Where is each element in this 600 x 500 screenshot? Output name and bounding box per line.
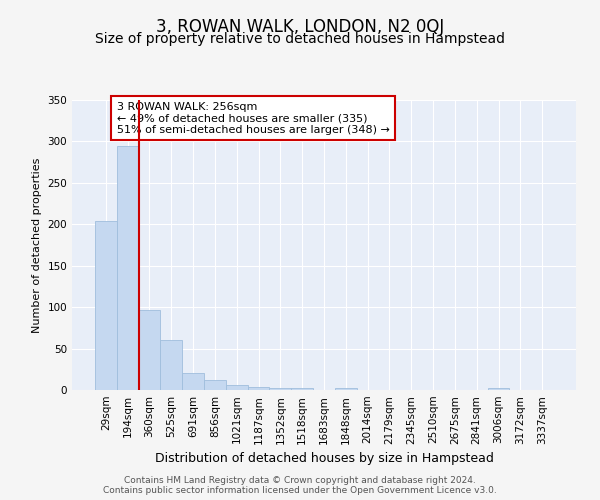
Y-axis label: Number of detached properties: Number of detached properties bbox=[32, 158, 42, 332]
Text: 3 ROWAN WALK: 256sqm
← 49% of detached houses are smaller (335)
51% of semi-deta: 3 ROWAN WALK: 256sqm ← 49% of detached h… bbox=[117, 102, 389, 135]
Text: Size of property relative to detached houses in Hampstead: Size of property relative to detached ho… bbox=[95, 32, 505, 46]
Bar bbox=[291, 388, 313, 390]
Bar bbox=[226, 385, 248, 390]
Bar bbox=[204, 380, 226, 390]
Bar bbox=[269, 388, 291, 390]
Text: Contains HM Land Registry data © Crown copyright and database right 2024.
Contai: Contains HM Land Registry data © Crown c… bbox=[103, 476, 497, 495]
Bar bbox=[117, 146, 139, 390]
Bar bbox=[248, 386, 269, 390]
Bar bbox=[139, 310, 160, 390]
Bar bbox=[182, 372, 204, 390]
Bar bbox=[95, 221, 117, 390]
Bar bbox=[160, 340, 182, 390]
X-axis label: Distribution of detached houses by size in Hampstead: Distribution of detached houses by size … bbox=[155, 452, 493, 465]
Bar bbox=[335, 388, 357, 390]
Bar bbox=[488, 388, 509, 390]
Text: 3, ROWAN WALK, LONDON, N2 0QJ: 3, ROWAN WALK, LONDON, N2 0QJ bbox=[156, 18, 444, 36]
